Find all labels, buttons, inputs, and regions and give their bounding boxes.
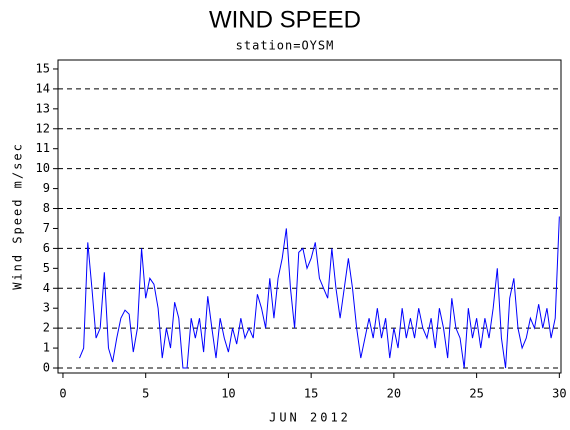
y-tick-label: 6 (43, 241, 50, 255)
x-tick-label: 25 (469, 387, 483, 401)
x-axis-label: JUN 2012 (269, 411, 351, 425)
y-axis-label: Wind Speed m/sec (11, 142, 25, 290)
x-tick-label: 10 (221, 387, 235, 401)
plot-frame (57, 59, 562, 374)
chart-title: WIND SPEED (209, 6, 361, 33)
x-tick-label: 20 (387, 387, 401, 401)
y-tick-label: 12 (36, 121, 50, 135)
y-tick-label: 11 (36, 141, 50, 155)
y-tick-label: 13 (36, 101, 50, 115)
y-tick-label: 1 (43, 341, 50, 355)
chart-subtitle: station=OYSM (236, 39, 335, 53)
y-tick-label: 5 (43, 261, 50, 275)
y-tick-label: 14 (36, 81, 50, 95)
y-tick-label: 10 (36, 161, 50, 175)
y-tick-label: 15 (36, 61, 50, 75)
x-tick-label: 15 (304, 387, 318, 401)
y-tick-label: 2 (43, 321, 50, 335)
y-tick-label: 4 (43, 281, 50, 295)
y-tick-label: 8 (43, 201, 50, 215)
x-tick-label: 5 (142, 387, 149, 401)
data-line (79, 216, 560, 369)
x-tick-label: 0 (59, 387, 66, 401)
y-tick-label: 3 (43, 301, 50, 315)
y-tick-label: 9 (43, 181, 50, 195)
x-tick-label: 30 (552, 387, 566, 401)
y-tick-label: 7 (43, 221, 50, 235)
y-tick-label: 0 (43, 361, 50, 375)
